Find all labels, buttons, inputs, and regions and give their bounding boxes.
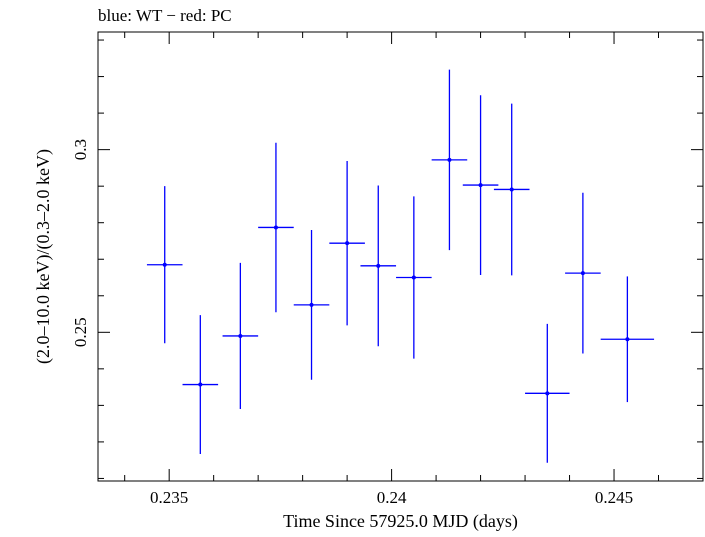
- data-point: [509, 187, 514, 192]
- data-point: [478, 183, 483, 188]
- x-tick-label: 0.24: [377, 488, 407, 507]
- data-point: [309, 302, 314, 307]
- data-point: [625, 337, 630, 342]
- data-point: [447, 157, 452, 162]
- x-tick-label: 0.245: [595, 488, 633, 507]
- data-point: [545, 391, 550, 396]
- y-axis-label: (2.0–10.0 keV)/(0.3–2.0 keV): [33, 149, 54, 364]
- data-point: [273, 225, 278, 230]
- data-series: [146, 69, 655, 463]
- data-point: [345, 241, 350, 246]
- y-tick-label: 0.3: [71, 139, 90, 160]
- series-layer: [146, 69, 655, 463]
- x-axis-label: Time Since 57925.0 MJD (days): [283, 511, 518, 532]
- chart-title: blue: WT − red: PC: [98, 6, 232, 25]
- data-point: [376, 263, 381, 268]
- x-tick-label: 0.235: [150, 488, 188, 507]
- data-point: [411, 275, 416, 280]
- data-point: [162, 262, 167, 267]
- y-tick-label: 0.25: [71, 317, 90, 347]
- data-point: [198, 382, 203, 387]
- data-point: [238, 333, 243, 338]
- data-point: [580, 271, 585, 276]
- ticks-layer: 0.235 0.24 0.245 0.25 0.3: [71, 32, 704, 507]
- plot-frame: [97, 31, 704, 482]
